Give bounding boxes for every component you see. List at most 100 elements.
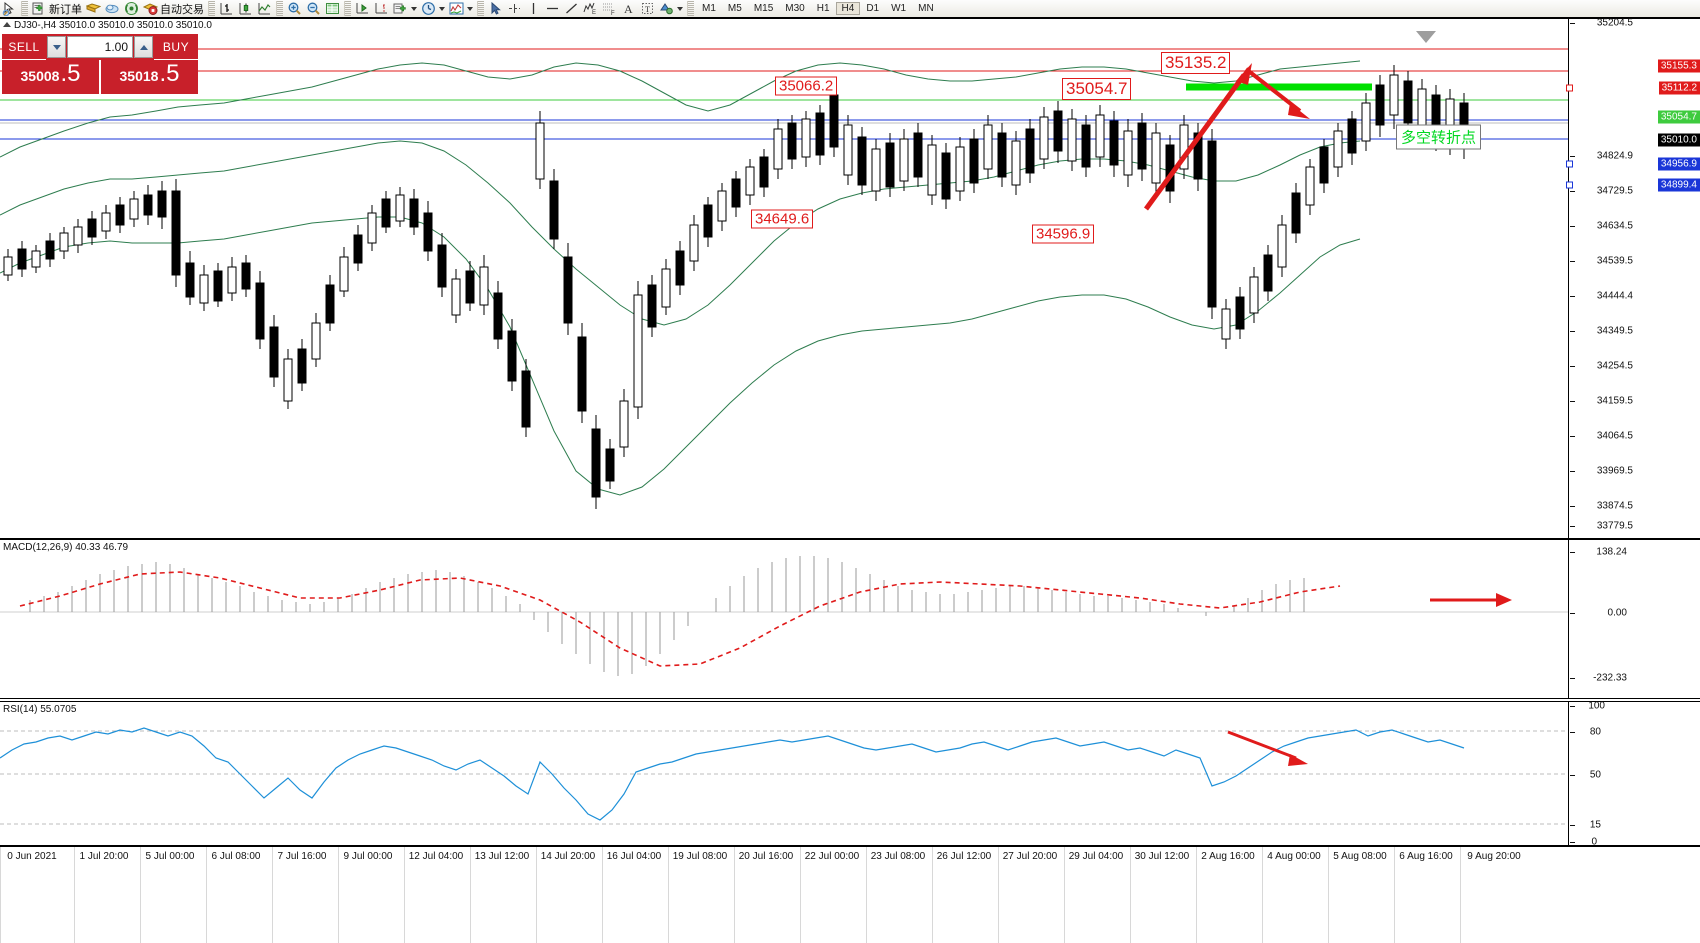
metaeditor-button[interactable] — [103, 0, 122, 17]
bar-chart-button[interactable] — [217, 0, 236, 17]
shapes-tool-button[interactable] — [657, 0, 685, 17]
new-order-button[interactable]: 新订单 — [30, 0, 84, 17]
fibonacci-icon: F — [602, 1, 617, 16]
one-click-trade-panel[interactable]: SELL 1.00 BUY 35008.5 35018.5 — [2, 34, 198, 94]
volume-control[interactable]: 1.00 — [46, 34, 154, 60]
price-chip-35054[interactable]: 35054.7 — [1657, 110, 1700, 124]
elliott-wave-tool-button[interactable]: E — [581, 0, 600, 17]
price-annotation-35054[interactable]: 35054.7 — [1062, 78, 1132, 100]
templates-button[interactable] — [447, 0, 475, 17]
timeframe-m1[interactable]: M1 — [702, 3, 716, 14]
expert-advisors-button[interactable] — [84, 0, 103, 17]
price-annotation-35066[interactable]: 35066.2 — [775, 76, 838, 96]
price-annotation-34649[interactable]: 34649.6 — [751, 209, 814, 229]
signals-button[interactable] — [122, 0, 141, 17]
time-separator — [1328, 847, 1329, 943]
svg-text:E: E — [592, 10, 596, 16]
timeframe-d1[interactable]: D1 — [866, 3, 880, 14]
sell-button[interactable]: SELL — [2, 34, 46, 60]
chart-shift-button[interactable] — [372, 0, 391, 17]
new-order-icon — [32, 1, 47, 16]
price-chip-35112[interactable]: 35112.2 — [1658, 81, 1700, 95]
price-tick-12: 34064.5 — [1596, 430, 1633, 442]
rsi-label-15: 15 — [1589, 819, 1601, 831]
rsi-pane[interactable]: RSI(14) 55.0705 100 80 — [0, 701, 1700, 848]
label-icon: T — [640, 1, 655, 16]
elliott-wave-icon: E — [583, 1, 598, 16]
chart-marker-icon — [1416, 31, 1436, 43]
cursor-tool-button[interactable] — [0, 0, 19, 17]
period-button[interactable] — [419, 0, 447, 17]
chevron-down-icon-3[interactable] — [467, 6, 473, 11]
rsi-label-80: 80 — [1589, 726, 1601, 738]
sell-price-int: 35008 — [20, 68, 60, 84]
price-tick-8: 34444.4 — [1596, 290, 1633, 302]
chevron-down-icon-volume — [52, 44, 61, 50]
pointer-tool-button[interactable] — [486, 0, 505, 17]
macd-axis[interactable]: 138.24 0.00 -232.33 — [1568, 540, 1700, 698]
buy-price-dec: .5 — [159, 60, 180, 87]
turning-point-annotation[interactable]: 多空转折点 — [1396, 124, 1482, 150]
buy-button[interactable]: BUY — [154, 34, 198, 60]
trendline-tool-button[interactable] — [562, 0, 581, 17]
vertical-line-icon — [526, 1, 541, 16]
candlestick-chart-button[interactable] — [236, 0, 255, 17]
autoscroll-button[interactable] — [353, 0, 372, 17]
axis-tick-7 — [1570, 261, 1575, 262]
line-chart-button[interactable] — [255, 0, 274, 17]
price-annotation-34596[interactable]: 34596.9 — [1032, 224, 1095, 244]
macd-plot[interactable] — [0, 540, 1568, 698]
time-separator — [932, 847, 933, 943]
fibonacci-tool-button[interactable]: F — [600, 0, 619, 17]
time-separator — [998, 847, 999, 943]
rsi-axis[interactable]: 100 80 50 15 0 — [1568, 701, 1700, 848]
horizontal-line-tool-button[interactable] — [543, 0, 562, 17]
chevron-down-icon-4[interactable] — [677, 6, 683, 11]
axis-tick-5 — [1570, 191, 1575, 192]
zoom-in-button[interactable] — [285, 0, 304, 17]
auto-trading-button[interactable]: 自动交易 — [141, 0, 206, 17]
macd-indicator-label: MACD(12,26,9) 40.33 46.79 — [3, 542, 129, 553]
timeframe-h4[interactable]: H4 — [835, 2, 861, 15]
new-order-label: 新订单 — [49, 2, 82, 16]
indicators-button[interactable] — [391, 0, 419, 17]
toolbar-separator-5 — [477, 1, 484, 16]
price-plot[interactable]: 35066.2 35054.7 35135.2 34649.6 34596.9 … — [0, 19, 1568, 538]
label-tool-button[interactable]: T — [638, 0, 657, 17]
volume-increase-button[interactable] — [134, 36, 153, 58]
time-label-6: 12 Jul 04:00 — [408, 851, 464, 862]
timeframe-mn[interactable]: MN — [918, 3, 934, 14]
price-chip-34899[interactable]: 34899.4 — [1657, 178, 1700, 192]
rsi-plot[interactable] — [0, 702, 1568, 845]
axis-tick-6 — [1570, 226, 1575, 227]
chevron-down-icon-2[interactable] — [439, 6, 445, 11]
vertical-line-tool-button[interactable] — [524, 0, 543, 17]
volume-input[interactable]: 1.00 — [67, 36, 133, 58]
buy-price[interactable]: 35018.5 — [101, 60, 198, 94]
price-axis[interactable]: 35204.5 35155.3 35112.2 35054.7 35010.0 … — [1566, 18, 1700, 538]
volume-decrease-button[interactable] — [47, 36, 66, 58]
price-chip-35155[interactable]: 35155.3 — [1657, 59, 1700, 73]
time-label-5: 9 Jul 00:00 — [343, 851, 393, 862]
data-window-button[interactable] — [323, 0, 342, 17]
timeframe-m30[interactable]: M30 — [785, 3, 805, 14]
timeframe-w1[interactable]: W1 — [891, 3, 907, 14]
price-chip-34956[interactable]: 34956.9 — [1657, 157, 1700, 171]
crosshair-tool-button[interactable] — [505, 0, 524, 17]
timeframe-m15[interactable]: M15 — [753, 3, 774, 14]
price-chip-35010[interactable]: 35010.0 — [1657, 133, 1700, 147]
chart-area[interactable]: 35066.2 35054.7 35135.2 34649.6 34596.9 … — [0, 17, 1700, 943]
sell-price[interactable]: 35008.5 — [2, 60, 101, 94]
text-tool-button[interactable]: A — [619, 0, 638, 17]
chevron-down-icon[interactable] — [411, 6, 417, 11]
zoom-out-button[interactable] — [304, 0, 323, 17]
toolbar-separator — [21, 1, 28, 16]
macd-pane[interactable]: MACD(12,26,9) 40.33 46.79 — [0, 539, 1700, 699]
timeframe-h1[interactable]: H1 — [816, 3, 830, 14]
price-pane[interactable]: 35066.2 35054.7 35135.2 34649.6 34596.9 … — [0, 17, 1700, 539]
rsi-tick-4 — [1570, 842, 1575, 843]
timeframe-m5[interactable]: M5 — [727, 3, 742, 14]
templates-icon — [449, 1, 464, 16]
time-axis[interactable]: 0 Jun 2021 1 Jul 20:00 5 Jul 00:00 6 Jul… — [0, 846, 1700, 943]
price-annotation-35135[interactable]: 35135.2 — [1161, 52, 1231, 74]
